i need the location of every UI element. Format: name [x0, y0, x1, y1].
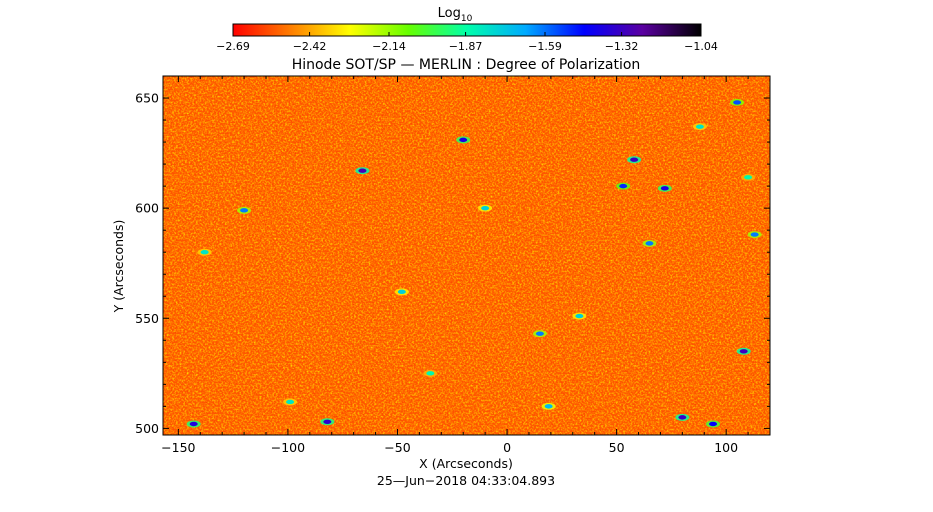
heatmap-feature	[423, 369, 438, 377]
heatmap-feature	[456, 136, 471, 144]
feature-core	[323, 419, 332, 424]
colorbar-tick-label: −1.87	[449, 40, 483, 53]
feature-core	[200, 249, 209, 255]
y-tick-label: 550	[135, 311, 159, 326]
colorbar: Log10 −2.69 −2.42 −2.14 −1.87 −1.59 −1.32 −1.0…	[216, 6, 718, 53]
y-axis: 500 550 600 650	[135, 75, 770, 436]
heatmap-feature	[657, 184, 672, 192]
x-tick-label: 0	[503, 440, 511, 455]
feature-core	[744, 175, 753, 180]
feature-core	[575, 313, 584, 319]
heatmap-feature	[532, 330, 547, 338]
plot-frame	[162, 75, 771, 436]
heatmap-feature	[541, 402, 556, 410]
heatmap-feature	[692, 123, 707, 131]
feature-core	[709, 421, 718, 427]
feature-core	[459, 137, 468, 143]
feature-core	[678, 415, 687, 420]
heatmap-feature	[478, 204, 493, 212]
chart-title: Hinode SOT/SP — MERLIN : Degree of Polar…	[292, 57, 641, 73]
heatmap-feature	[736, 347, 751, 355]
colorbar-label-main: Log	[438, 6, 461, 21]
feature-core	[426, 371, 435, 376]
heatmap-feature	[394, 288, 409, 296]
heatmap-feature	[355, 167, 370, 175]
heatmap-feature	[320, 418, 335, 426]
heatmap-feature	[616, 182, 631, 190]
colorbar-tick-label: −2.69	[216, 40, 250, 53]
heatmap-feature	[675, 413, 690, 421]
timestamp: 25—Jun−2018 04:33:04.893	[377, 473, 555, 488]
colorbar-gradient	[232, 23, 702, 37]
x-tick-label: −100	[271, 440, 305, 455]
heatmap-feature	[627, 156, 642, 164]
heatmap-feature	[730, 98, 745, 106]
colorbar-label-sub: 10	[461, 14, 473, 24]
y-tick-label: 500	[135, 421, 159, 436]
heatmap-feature	[186, 420, 201, 428]
feature-core	[397, 289, 406, 295]
heatmap-feature	[197, 248, 212, 256]
feature-core	[481, 205, 490, 211]
x-axis-label: X (Arcseconds)	[419, 456, 513, 471]
heatmap-image	[163, 76, 770, 435]
colorbar-label: Log10	[438, 6, 473, 24]
heatmap-feature	[642, 239, 657, 247]
x-tick-label: −150	[161, 440, 195, 455]
heatmap-feature	[747, 231, 762, 239]
colorbar-ticks: −2.69 −2.42 −2.14 −1.87 −1.59 −1.32 −1.04	[216, 32, 718, 53]
colorbar-tick-label: −2.14	[372, 40, 406, 53]
feature-core	[619, 183, 628, 189]
heatmap-feature	[572, 312, 587, 320]
heatmap-feature	[741, 173, 756, 181]
feature-core	[189, 421, 198, 427]
feature-core	[240, 208, 249, 213]
feature-core	[630, 157, 639, 162]
feature-core	[544, 404, 553, 409]
feature-core	[358, 168, 367, 173]
feature-core	[750, 232, 759, 237]
feature-core	[739, 349, 748, 354]
feature-core	[645, 241, 654, 246]
heatmap-texture-red	[163, 76, 770, 435]
feature-core	[286, 399, 295, 405]
heatmap-feature	[283, 398, 298, 406]
feature-core	[695, 124, 704, 129]
y-axis-label: Y (Arcseconds)	[111, 220, 126, 314]
feature-core	[733, 100, 742, 105]
x-tick-label: −50	[384, 440, 410, 455]
colorbar-tick-label: −1.59	[528, 40, 562, 53]
y-tick-label: 650	[135, 91, 159, 106]
plot-area: −150 −100 −50 0 50 100 500 550 600 650	[135, 75, 771, 455]
colorbar-tick-label: −2.42	[293, 40, 327, 53]
y-tick-label: 600	[135, 201, 159, 216]
colorbar-tick-label: −1.32	[605, 40, 639, 53]
x-tick-label: 100	[714, 440, 738, 455]
heatmap-feature	[706, 420, 721, 428]
feature-core	[535, 331, 544, 336]
colorbar-tick-label: −1.04	[684, 40, 718, 53]
heatmap-feature	[237, 206, 252, 214]
x-axis: −150 −100 −50 0 50 100	[161, 76, 771, 455]
x-tick-label: 50	[609, 440, 625, 455]
feature-core	[660, 186, 669, 191]
